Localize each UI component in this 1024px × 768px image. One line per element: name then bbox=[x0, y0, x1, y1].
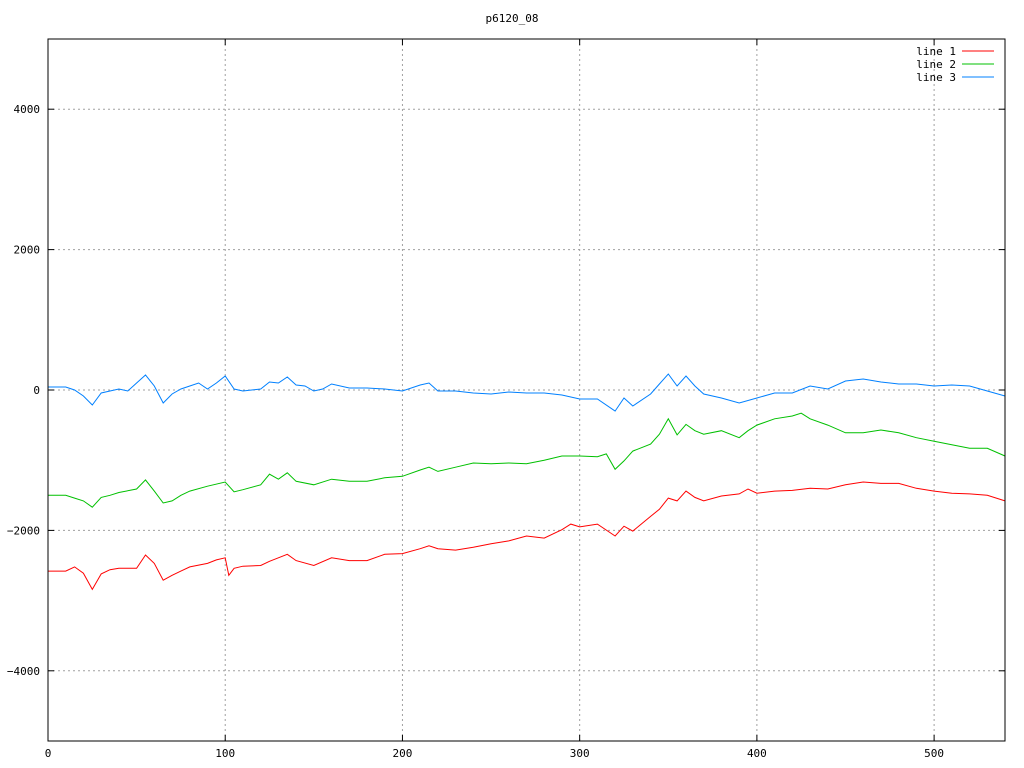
plot-frame bbox=[47, 38, 1006, 742]
legend-label: line 2 bbox=[916, 58, 956, 71]
y-tick-label: 4000 bbox=[14, 103, 41, 116]
x-tick-label: 0 bbox=[45, 747, 52, 760]
legend-label: line 3 bbox=[916, 71, 956, 84]
y-tick-label: −4000 bbox=[7, 665, 40, 678]
series-line-1 bbox=[48, 481, 1006, 591]
x-tick-label: 300 bbox=[570, 747, 590, 760]
grid bbox=[48, 39, 1005, 741]
x-tick-label: 100 bbox=[215, 747, 235, 760]
series-line-2 bbox=[48, 412, 1006, 508]
ticks: 0 100 200 300 400 500 −4000 −2000 0 2000 4000 bbox=[7, 39, 1005, 760]
chart-title: p6120_08 bbox=[486, 12, 539, 25]
x-tick-label: 200 bbox=[393, 747, 413, 760]
x-tick-label: 400 bbox=[747, 747, 767, 760]
y-tick-label: −2000 bbox=[7, 524, 40, 537]
legend-label: line 1 bbox=[916, 45, 956, 58]
x-tick-label: 500 bbox=[924, 747, 944, 760]
y-tick-label: 2000 bbox=[14, 244, 41, 257]
series-group bbox=[48, 373, 1006, 591]
y-tick-label: 0 bbox=[33, 384, 40, 397]
series-line-3 bbox=[48, 373, 1006, 412]
